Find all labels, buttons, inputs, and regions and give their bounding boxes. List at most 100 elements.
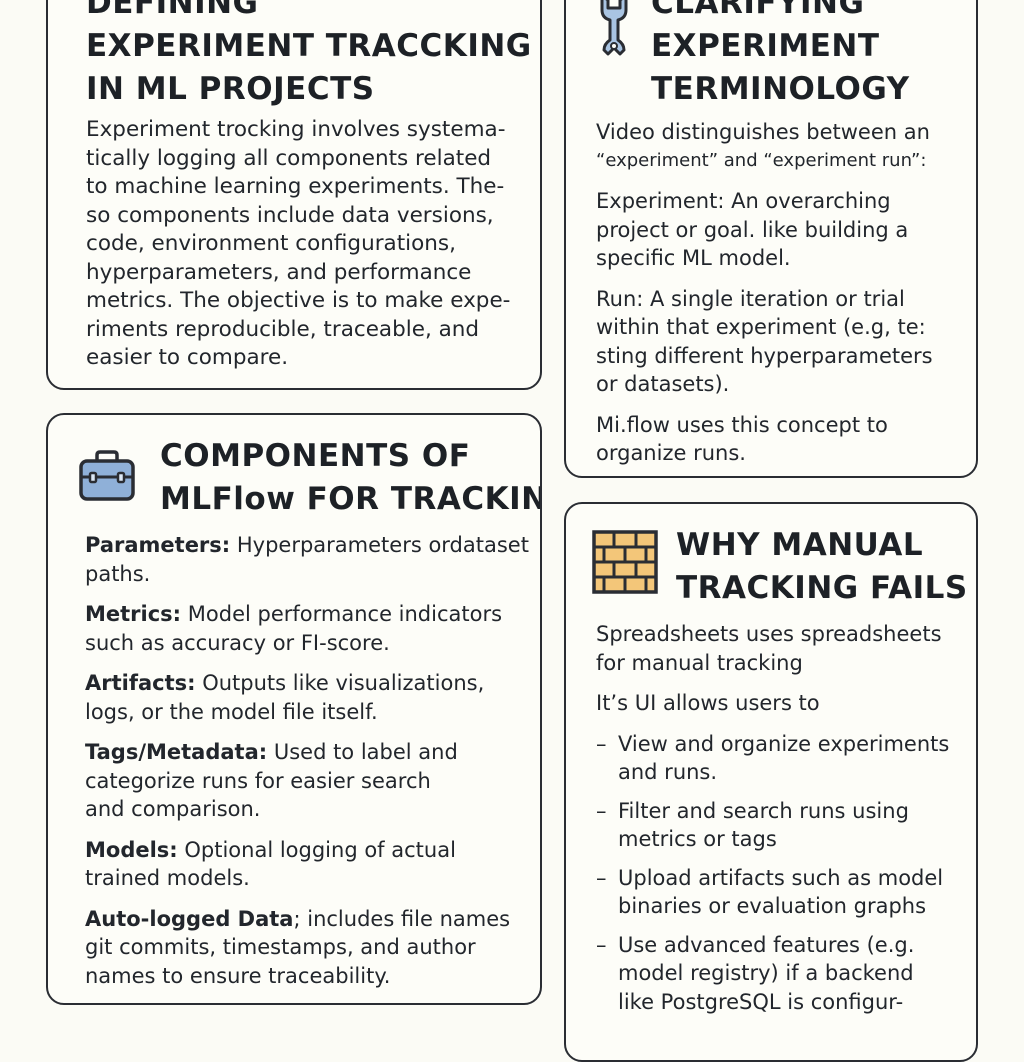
body-line: Video distinguishes between an	[596, 120, 930, 144]
title-line: COMPONENTS OF	[160, 438, 471, 474]
card-body: Video distinguishes between an “experime…	[596, 118, 933, 476]
card-mlflow-components: COMPONENTS OF MLFlow FOR TRACKING Parame…	[46, 413, 542, 1005]
item-label: Models:	[85, 837, 178, 862]
item-text: Used to label and	[267, 740, 458, 764]
title-line: IN ML PROJECTS	[86, 71, 375, 107]
item-label: Parameters:	[85, 533, 231, 557]
list-item: Parameters: Hyperparameters ordataset pa…	[85, 531, 529, 588]
body-line: hyperparameters, and performance	[86, 259, 472, 285]
body-line: to machine learning experiments. The-	[86, 174, 505, 199]
paragraph: Run: A single iteration or trial within …	[596, 285, 933, 399]
card-body: Spreadsheets uses spreadsheets for manua…	[596, 620, 949, 1026]
item-label: Artifacts:	[85, 671, 196, 695]
list-item: Auto-logged Data; includes file names gi…	[85, 905, 529, 991]
body-line: specific ML model.	[596, 246, 791, 270]
card-why-manual-tracking-fails: WHY MANUAL TRACKING FAILS Spreadsheets u…	[564, 502, 978, 1062]
list-item: View and organize experiments and runs.	[596, 730, 949, 787]
item-text: Optional logging of actual	[177, 837, 456, 862]
body-line: paths.	[85, 561, 151, 586]
paragraph: Spreadsheets uses spreadsheets for manua…	[596, 620, 949, 677]
body-line: within that experiment (e.g, te:	[596, 315, 926, 339]
body-line: or datasets).	[596, 372, 730, 396]
item-text: ; includes file names	[293, 906, 511, 931]
item-text: Outputs like visualizations,	[195, 671, 485, 695]
body-line: It’s UI allows users to	[596, 691, 820, 715]
title-line: WHY MANUAL	[676, 527, 924, 563]
body-line: trained models.	[85, 866, 250, 890]
body-line: Artifacts: Outputs like visualizations,	[85, 669, 529, 698]
body-line: project or goal. like building a	[596, 217, 909, 242]
paragraph: Experiment: An overarching project or go…	[596, 187, 933, 273]
title-line: TRACKING FAILS	[676, 570, 968, 606]
body-line: Metrics: Model performance indicators	[85, 600, 529, 629]
body-line: metrics. The objective is to make expe-	[86, 288, 511, 313]
card-title: COMPONENTS OF MLFlow FOR TRACKING	[160, 435, 542, 521]
card-title: WHY MANUAL TRACKING FAILS	[676, 524, 968, 610]
body-line: View and organize experiments	[618, 731, 950, 756]
body-line: git commits, timestamps, and author	[85, 935, 476, 959]
title-line: EXPERIMENT TRACCKING	[86, 28, 532, 64]
body-line: “experiment” and “experiment run”:	[596, 149, 927, 171]
list-item: Models: Optional logging of actual train…	[85, 836, 529, 893]
body-line: logs, or the model file itself.	[85, 699, 378, 724]
paragraph: It’s UI allows users to	[596, 689, 949, 718]
item-label: Tags/Metadata:	[85, 740, 268, 764]
body-line: Upload artifacts such as model	[618, 865, 944, 890]
body-line: Filter and search runs using	[618, 798, 909, 823]
body-line: for manual tracking	[596, 650, 803, 675]
body-line: like PostgreSQL is configur-	[618, 989, 904, 1014]
list-item: Tags/Metadata: Used to label and categor…	[85, 738, 529, 824]
body-line: categorize runs for easier search	[85, 768, 431, 793]
body-line: organize runs.	[596, 441, 746, 465]
brick-wall-icon	[592, 530, 658, 598]
body-line: and comparison.	[85, 797, 261, 821]
body-line: Experiment: An overarching	[596, 189, 891, 213]
body-line: so components include data versions,	[86, 202, 494, 228]
body-line: Use advanced features (e.g.	[618, 932, 915, 957]
item-text: Hyperparameters ordataset	[230, 533, 529, 557]
item-label: Auto-logged Data	[85, 906, 294, 931]
title-line: CLARIFYING	[651, 0, 865, 21]
body-line: and runs.	[618, 760, 718, 784]
list-item: Metrics: Model performance indicators su…	[85, 600, 529, 657]
body-line: Spreadsheets uses spreadsheets	[596, 622, 942, 646]
title-line: TERMINOLOGY	[651, 71, 910, 107]
body-line: Tags/Metadata: Used to label and	[85, 738, 529, 767]
item-text: Model performance indicators	[181, 602, 503, 626]
card-clarifying-terminology: CLARIFYING EXPERIMENT TERMINOLOGY Video …	[564, 0, 978, 478]
body-line: binaries or evaluation graphs	[618, 894, 927, 918]
card-body: Parameters: Hyperparameters ordataset pa…	[85, 531, 529, 1002]
body-line: easier to compare.	[86, 345, 289, 370]
toolbox-icon	[78, 447, 136, 509]
card-defining-experiment-tracking: DEFINING EXPERIMENT TRACCKING IN ML PROJ…	[46, 0, 542, 390]
title-line: MLFlow FOR TRACKING	[160, 481, 542, 517]
body-line: model registry) if a backend	[618, 961, 914, 985]
wrench-icon	[594, 0, 634, 60]
list-item: Use advanced features (e.g. model regist…	[596, 931, 949, 1017]
card-body: Experiment trocking involves systema- ti…	[86, 116, 510, 373]
body-line: code, environment configurations,	[86, 231, 456, 256]
body-line: metrics or tags	[618, 827, 777, 851]
title-line: EXPERIMENT	[651, 28, 880, 64]
title-line: DEFINING	[86, 0, 259, 21]
card-title: CLARIFYING EXPERIMENT TERMINOLOGY	[651, 0, 910, 111]
feature-list: View and organize experiments and runs. …	[596, 730, 949, 1017]
body-line: names to ensure traceability.	[85, 963, 391, 988]
card-title: DEFINING EXPERIMENT TRACCKING IN ML PROJ…	[86, 0, 532, 111]
body-line: Auto-logged Data; includes file names	[85, 905, 529, 934]
list-item: Filter and search runs using metrics or …	[596, 797, 949, 854]
body-line: such as accuracy or FI-score.	[85, 630, 390, 655]
body-line: Mi.flow uses this concept to	[596, 412, 888, 437]
list-item: Upload artifacts such as model binaries …	[596, 864, 949, 921]
body-line: Experiment trocking involves systema-	[86, 117, 506, 142]
body-line: Models: Optional logging of actual	[85, 836, 529, 865]
body-line: riments reproducible, traceable, and	[86, 316, 480, 342]
paragraph: Mi.flow uses this concept to organize ru…	[596, 411, 933, 468]
item-label: Metrics:	[85, 602, 182, 626]
body-line: tically logging all components related	[86, 145, 492, 171]
body-line: Run: A single iteration or trial	[596, 286, 905, 311]
paragraph: Video distinguishes between an “experime…	[596, 118, 933, 175]
list-item: Artifacts: Outputs like visualizations, …	[85, 669, 529, 726]
body-line: sting different hyperparameters	[596, 343, 933, 368]
body-line: Parameters: Hyperparameters ordataset	[85, 531, 529, 560]
